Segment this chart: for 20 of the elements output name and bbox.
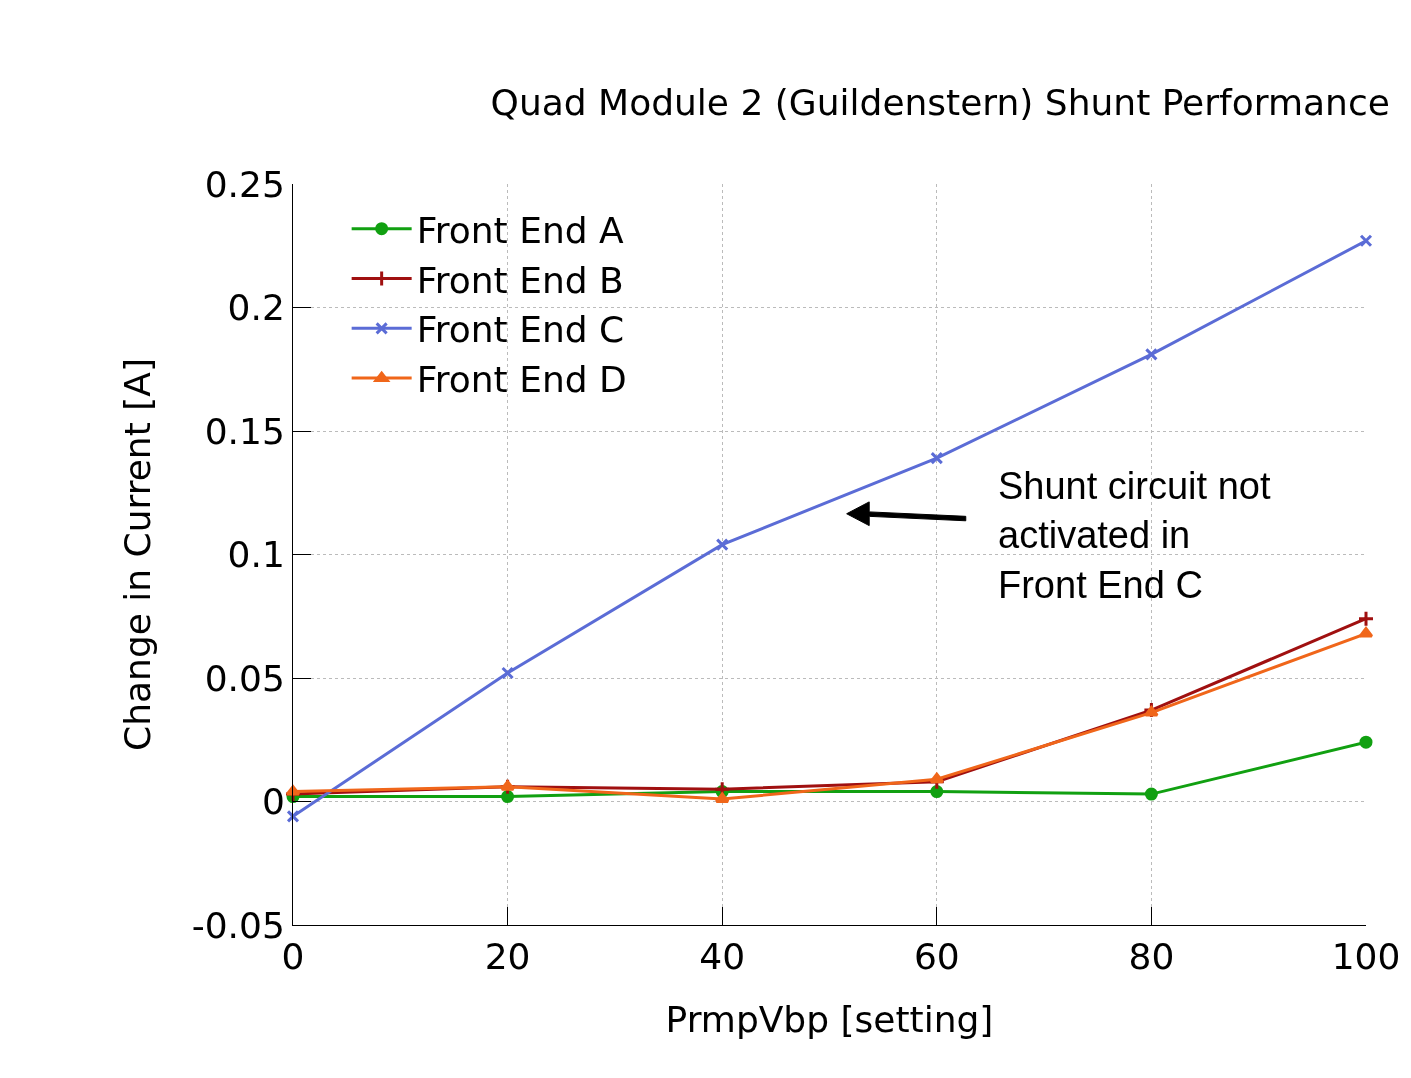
legend-label: Front End B xyxy=(416,259,624,301)
y-tick-label: -0.05 xyxy=(191,904,285,946)
annotation: Shunt circuit not activated in Front End C xyxy=(998,465,1271,606)
y-tick-label: 0.2 xyxy=(227,287,285,329)
legend-label: Front End A xyxy=(416,209,625,251)
x-axis-title: PrmpVbp [setting] xyxy=(665,998,994,1040)
x-tick-label: 100 xyxy=(1331,936,1401,978)
y-tick-label: 0.05 xyxy=(204,657,285,699)
y-tick-label: 0.25 xyxy=(204,163,285,205)
legend-label: Front End D xyxy=(416,359,627,401)
y-tick-label: 0.1 xyxy=(227,534,285,576)
y-tick-label: 0.15 xyxy=(204,410,285,452)
y-axis-title: Change in Current [A] xyxy=(116,358,158,751)
legend-label: Front End C xyxy=(416,309,625,351)
x-tick-label: 20 xyxy=(484,936,531,978)
y-tick-label: 0 xyxy=(261,781,285,823)
x-tick-label: 60 xyxy=(913,936,960,978)
x-tick-label: 80 xyxy=(1128,936,1175,978)
x-tick-label: 40 xyxy=(699,936,746,978)
chart-title: Quad Module 2 (Guildenstern) Shunt Performance xyxy=(490,82,1390,124)
